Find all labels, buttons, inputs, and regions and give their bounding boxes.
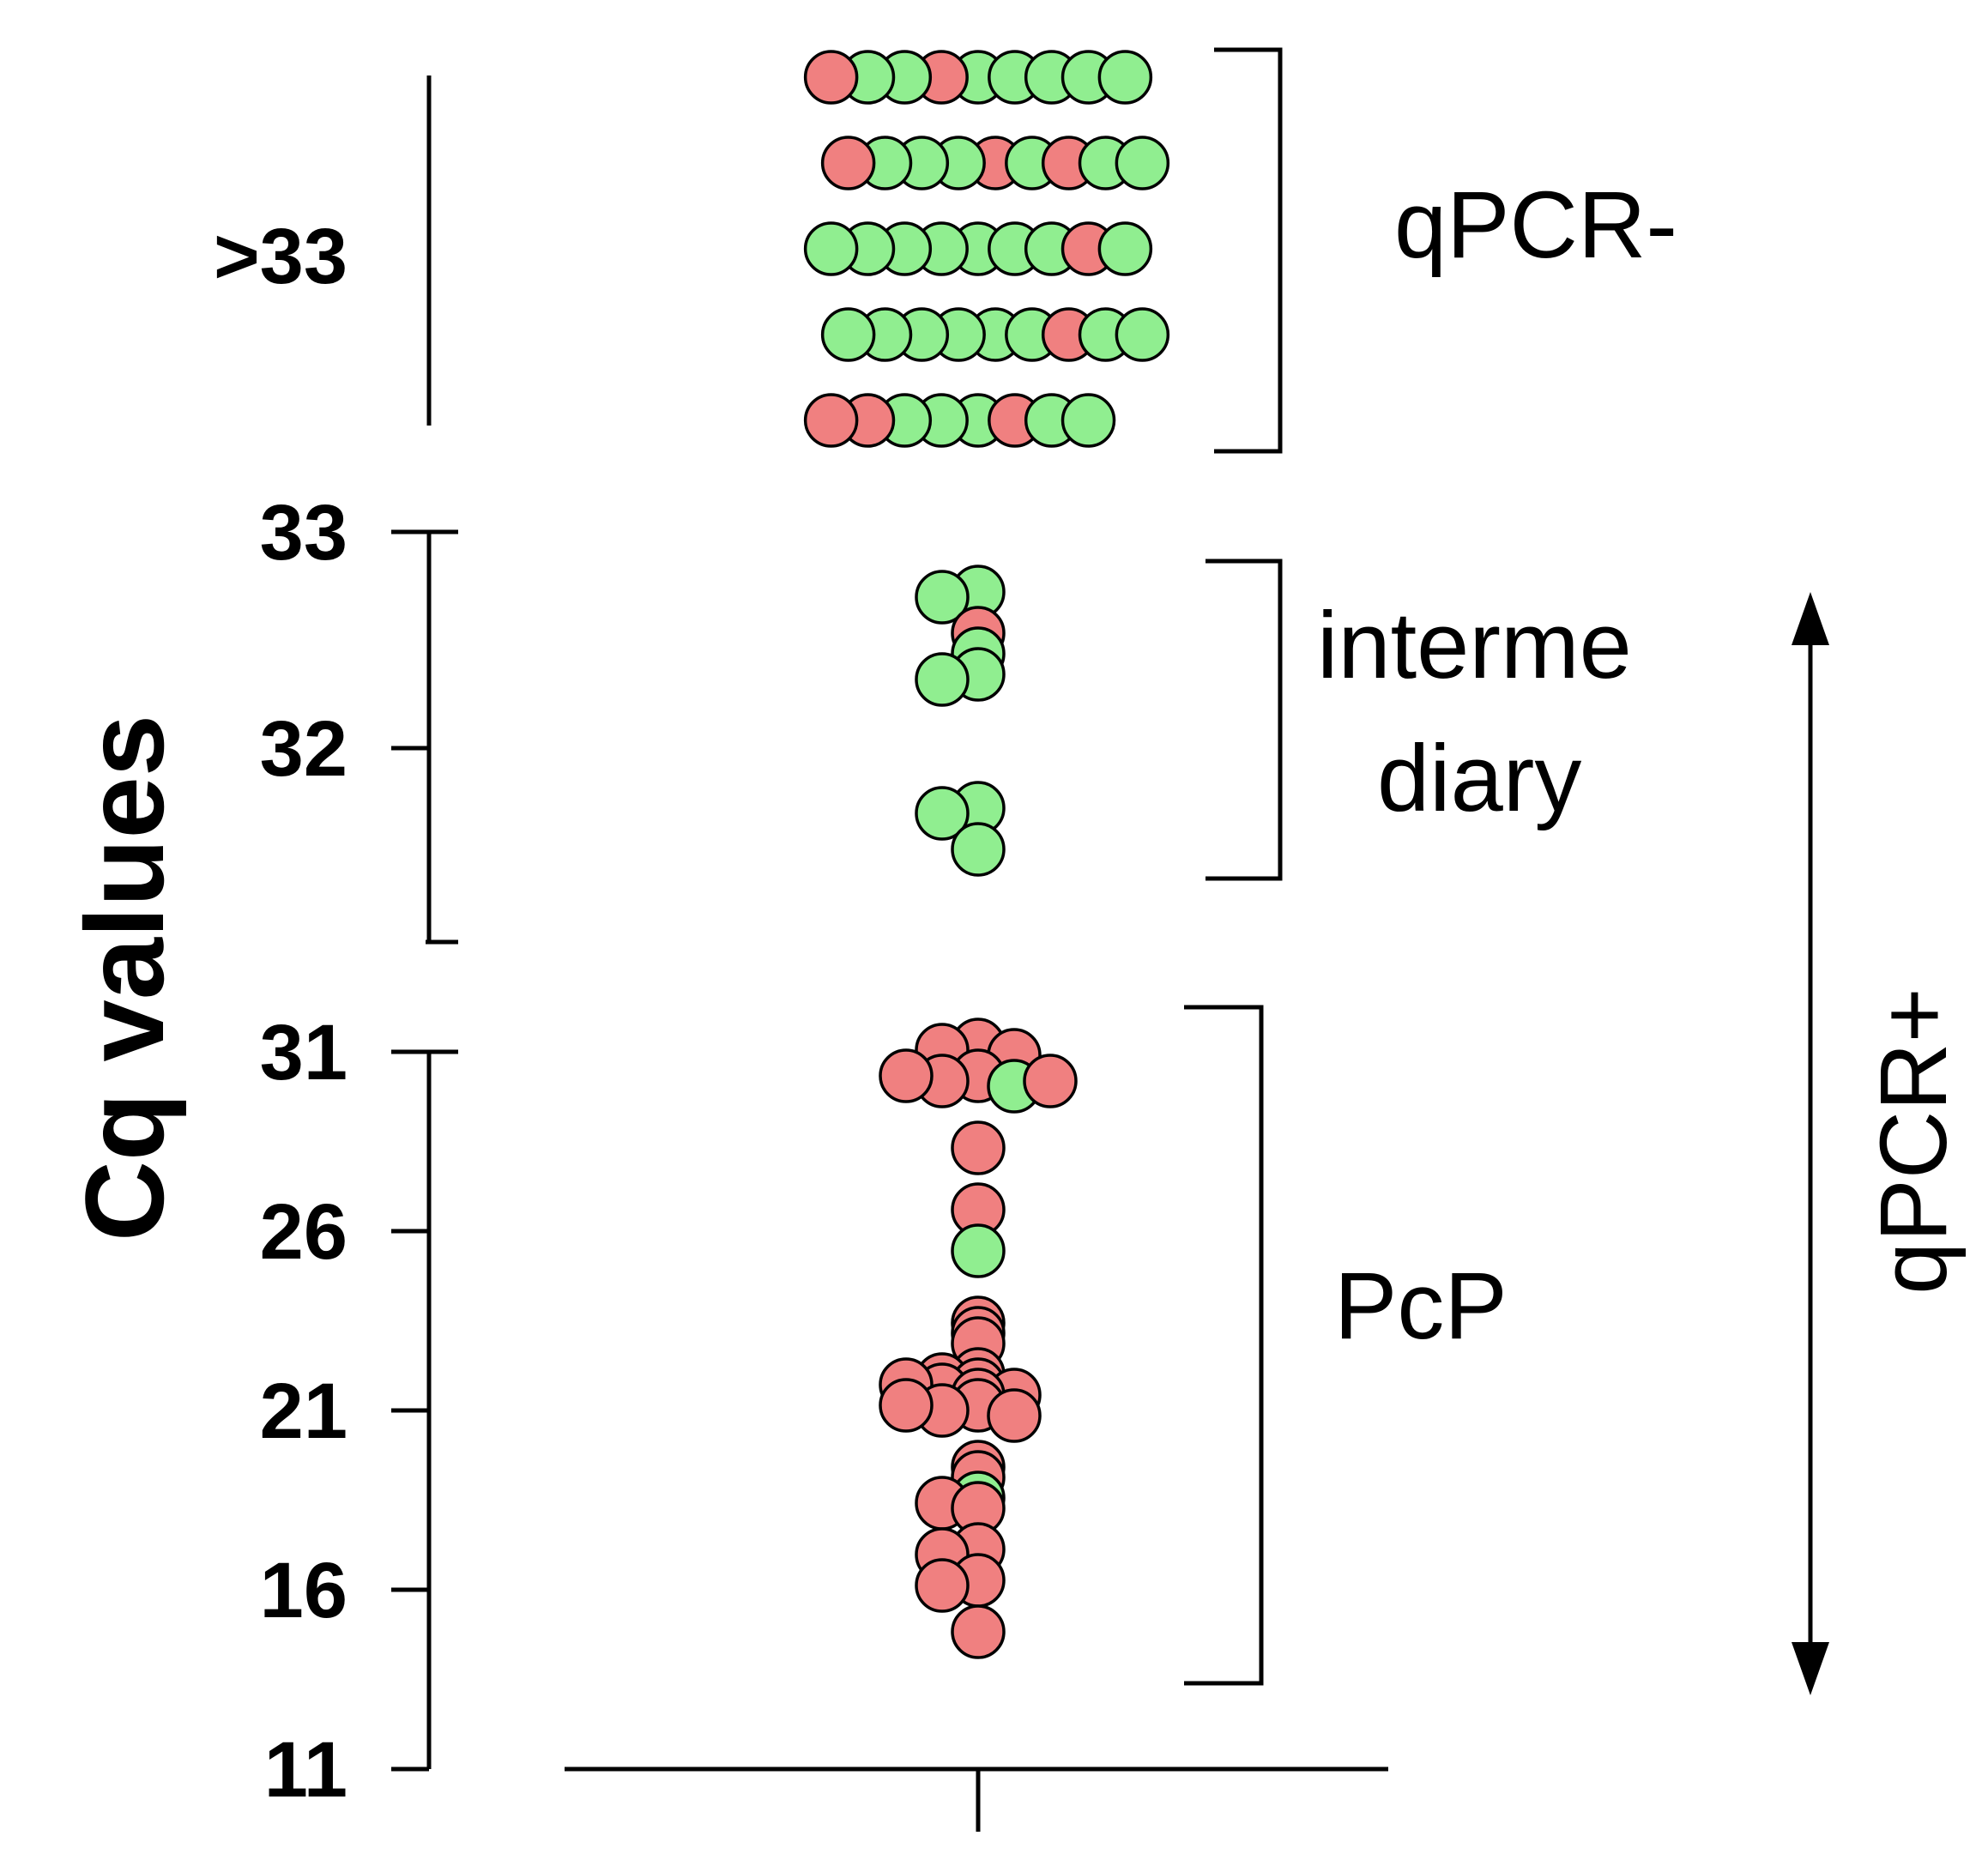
- data-point-negative: [915, 786, 970, 841]
- tick-label-gt33: >33: [214, 213, 347, 300]
- data-point-negative: [915, 652, 970, 707]
- y-axis-label: Cq values: [62, 715, 187, 1241]
- tick-label-32: 32: [260, 705, 347, 793]
- tick-label-16: 16: [260, 1547, 347, 1634]
- data-point-positive: [879, 1048, 934, 1103]
- bracket-qpcr-negative: [1214, 47, 1283, 454]
- data-point-negative: [1115, 307, 1170, 362]
- data-point-positive: [803, 393, 859, 448]
- tick-label-11: 11: [264, 1726, 347, 1814]
- data-points: [803, 50, 1170, 1659]
- qpcr-positive-arrow-down: [1792, 1642, 1829, 1695]
- data-point-negative: [951, 822, 1006, 877]
- qpcr-positive-arrow-up: [1792, 592, 1829, 645]
- data-point-positive: [803, 50, 859, 105]
- data-point-positive: [879, 1378, 934, 1433]
- group-label-qpcr-negative: qPCR-: [1394, 172, 1677, 278]
- tick-label-21: 21: [260, 1368, 347, 1455]
- data-point-positive: [951, 1604, 1006, 1659]
- bracket-intermediary: [1205, 559, 1283, 881]
- group-label-qpcr-positive: qPCR+: [1861, 987, 1967, 1295]
- data-point-negative: [820, 307, 876, 362]
- data-point-positive: [951, 1120, 1006, 1175]
- group-label-pcp: PcP: [1334, 1253, 1508, 1359]
- bracket-pcp: [1184, 1005, 1264, 1686]
- data-point-negative: [951, 1223, 1006, 1278]
- tick-label-31: 31: [260, 1009, 347, 1096]
- data-point-positive: [1023, 1054, 1078, 1108]
- data-point-positive: [820, 136, 876, 190]
- data-point-negative: [915, 570, 970, 625]
- group-label-intermediary-line1: interme: [1317, 593, 1632, 698]
- data-point-negative: [1115, 136, 1170, 190]
- tick-label-33: 33: [260, 489, 347, 577]
- data-point-negative: [803, 221, 859, 276]
- data-point-positive: [987, 1388, 1042, 1443]
- group-label-intermediary-line2: diary: [1377, 726, 1581, 831]
- data-point-negative: [1060, 393, 1116, 448]
- data-point-positive: [915, 1558, 970, 1613]
- data-point-negative: [1097, 50, 1153, 105]
- tick-label-26: 26: [260, 1188, 347, 1276]
- data-point-negative: [1097, 221, 1153, 276]
